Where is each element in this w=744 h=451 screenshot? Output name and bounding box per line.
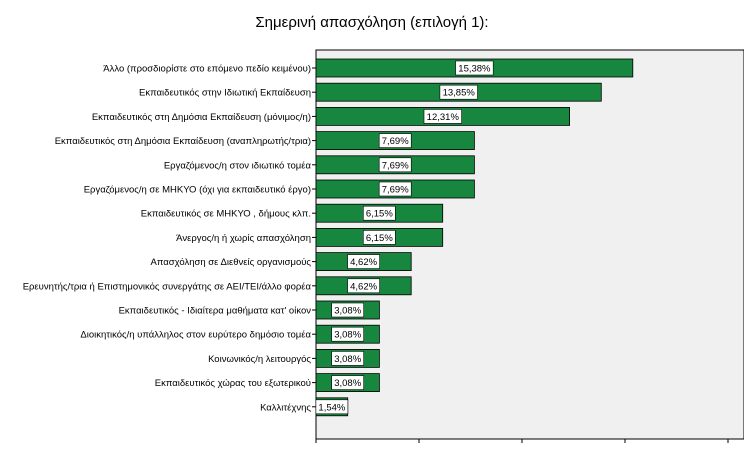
data-label: 3,08%: [334, 306, 361, 317]
category-label: Άλλο (προσδιορίστε στο επόμενο πεδίο κει…: [103, 64, 311, 75]
data-label: 1,54%: [318, 402, 345, 413]
data-label-box: [378, 181, 412, 197]
data-label-box: [331, 326, 365, 342]
data-label: 7,69%: [382, 136, 409, 147]
category-label: Εκπαιδευτικός στη Δημόσια Εκπαίδευση (αν…: [55, 136, 311, 147]
data-label-box: [331, 351, 365, 366]
data-label-box: [378, 133, 412, 148]
category-label: Εκπαιδευτικός σε ΜΗΚΥΟ , δήμους κλπ.: [141, 209, 311, 220]
category-label: Κοινωνικός/η λειτουργός: [208, 354, 311, 365]
data-label-box: [378, 157, 412, 173]
data-label: 4,62%: [350, 281, 377, 292]
category-label: Εκπαιδευτικός - Ιδιαίτερα μαθήματα κατ' …: [119, 306, 312, 317]
category-label: Διοικητικός/η υπάλληλος στον ευρύτερο δη…: [80, 330, 311, 341]
bars-layer: 15,38% 13,85% 12,31% 7,69% 7,69% 7,69% 6,15% 6,…: [315, 58, 634, 417]
data-label: 3,08%: [334, 378, 361, 389]
data-label-box: [362, 230, 396, 245]
category-label: Εκπαιδευτικός στην Ιδιωτική Εκπαίδευση: [139, 88, 311, 99]
data-label-box: [362, 205, 396, 221]
category-label: Εργαζόμενος/η στον ιδιωτικό τομέα: [164, 160, 312, 171]
data-label-box: [347, 278, 380, 294]
category-labels-layer: Άλλο (προσδιορίστε στο επόμενο πεδίο κει…: [23, 64, 316, 413]
category-label: Εργαζόμενος/η σε ΜΗΚΥΟ (όχι για εκπαιδευ…: [84, 185, 311, 196]
category-label: Εκπαιδευτικός χώρας του εξωτερικού: [155, 378, 311, 389]
data-label: 7,69%: [382, 160, 409, 171]
data-label-box: [331, 375, 365, 390]
data-label: 3,08%: [334, 354, 361, 365]
data-label-box: [331, 302, 365, 318]
category-label: Απασχόληση σε Διεθνείς οργανισμούς: [151, 257, 312, 268]
category-label: Ερευνητής/τρια ή Επιστημονικός συνεργάτη…: [23, 281, 312, 292]
data-label-box: [423, 109, 462, 124]
data-label: 3,08%: [334, 330, 361, 341]
data-label-box: [455, 60, 494, 76]
data-label: 6,15%: [366, 233, 393, 244]
chart-title: Σημερινή απασχόληση (επιλογή 1):: [255, 14, 488, 31]
category-label: Καλλιτέχνης: [260, 402, 311, 413]
category-label: Εκπαιδευτικός στη Δημόσια Εκπαίδευση (μό…: [92, 112, 311, 123]
data-label-box: [439, 84, 478, 100]
data-label-box: [347, 254, 380, 269]
data-label: 13,85%: [443, 88, 476, 99]
data-label: 7,69%: [382, 185, 409, 196]
data-label: 4,62%: [350, 257, 377, 268]
category-label: Άνεργος/η ή χωρίς απασχόληση: [176, 233, 311, 244]
data-label: 6,15%: [366, 209, 393, 220]
data-label: 12,31%: [427, 112, 460, 123]
x-axis: 05101520: [313, 439, 734, 451]
data-label: 15,38%: [458, 64, 491, 75]
